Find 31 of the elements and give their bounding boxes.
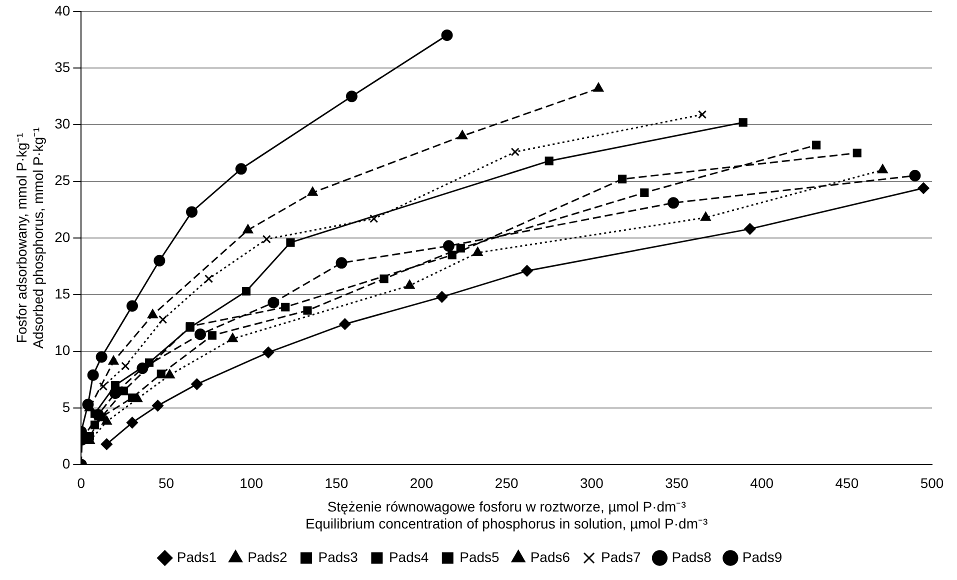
legend-label: Pads4 bbox=[388, 548, 429, 565]
y-axis-title: Fosfor adsorbowany, mmol P·kg⁻¹ Adsorbed phosphorus, mmol P·kg⁻¹ bbox=[13, 127, 46, 349]
legend-label: Pads6 bbox=[530, 548, 570, 565]
y-tick-label: 0 bbox=[62, 455, 70, 472]
y-tick-label: 5 bbox=[62, 398, 70, 415]
x-tick-label: 300 bbox=[580, 474, 604, 491]
legend-label: Pads7 bbox=[601, 548, 641, 565]
x-tick-label: 150 bbox=[324, 474, 348, 491]
legend-label: Pads8 bbox=[672, 548, 712, 565]
y-tick-label: 25 bbox=[54, 172, 70, 188]
x-tick-label: 250 bbox=[494, 474, 518, 491]
legend-label: Pads5 bbox=[460, 548, 500, 565]
x-tick-label: 400 bbox=[750, 474, 774, 491]
y-tick-label: 40 bbox=[54, 2, 70, 18]
x-tick-label: 450 bbox=[835, 474, 859, 491]
y-tick-label: 20 bbox=[54, 228, 70, 245]
y-tick-label: 35 bbox=[54, 58, 70, 75]
legend-label: Pads2 bbox=[248, 548, 288, 565]
legend-label: Pads9 bbox=[742, 548, 782, 565]
y-tick-label: 15 bbox=[54, 286, 70, 302]
x-tick-label: 200 bbox=[410, 474, 434, 491]
x-tick-label: 350 bbox=[665, 474, 689, 491]
y-tick-label: 10 bbox=[54, 342, 70, 358]
x-tick-label: 100 bbox=[240, 474, 264, 491]
legend-label: Pads3 bbox=[318, 548, 358, 565]
x-axis-title: Stężenie równowagowe fosforu w roztworze, µmol P·dm⁻³ Equilibrium concentration of phosphorus in solution, µmol P·dm⁻³ bbox=[306, 498, 708, 532]
y-tick-label: 30 bbox=[54, 116, 70, 132]
x-tick-label: 500 bbox=[920, 474, 944, 491]
legend-label: Pads1 bbox=[176, 548, 217, 565]
x-tick-label: 0 bbox=[77, 474, 86, 491]
x-tick-label: 50 bbox=[158, 474, 174, 491]
